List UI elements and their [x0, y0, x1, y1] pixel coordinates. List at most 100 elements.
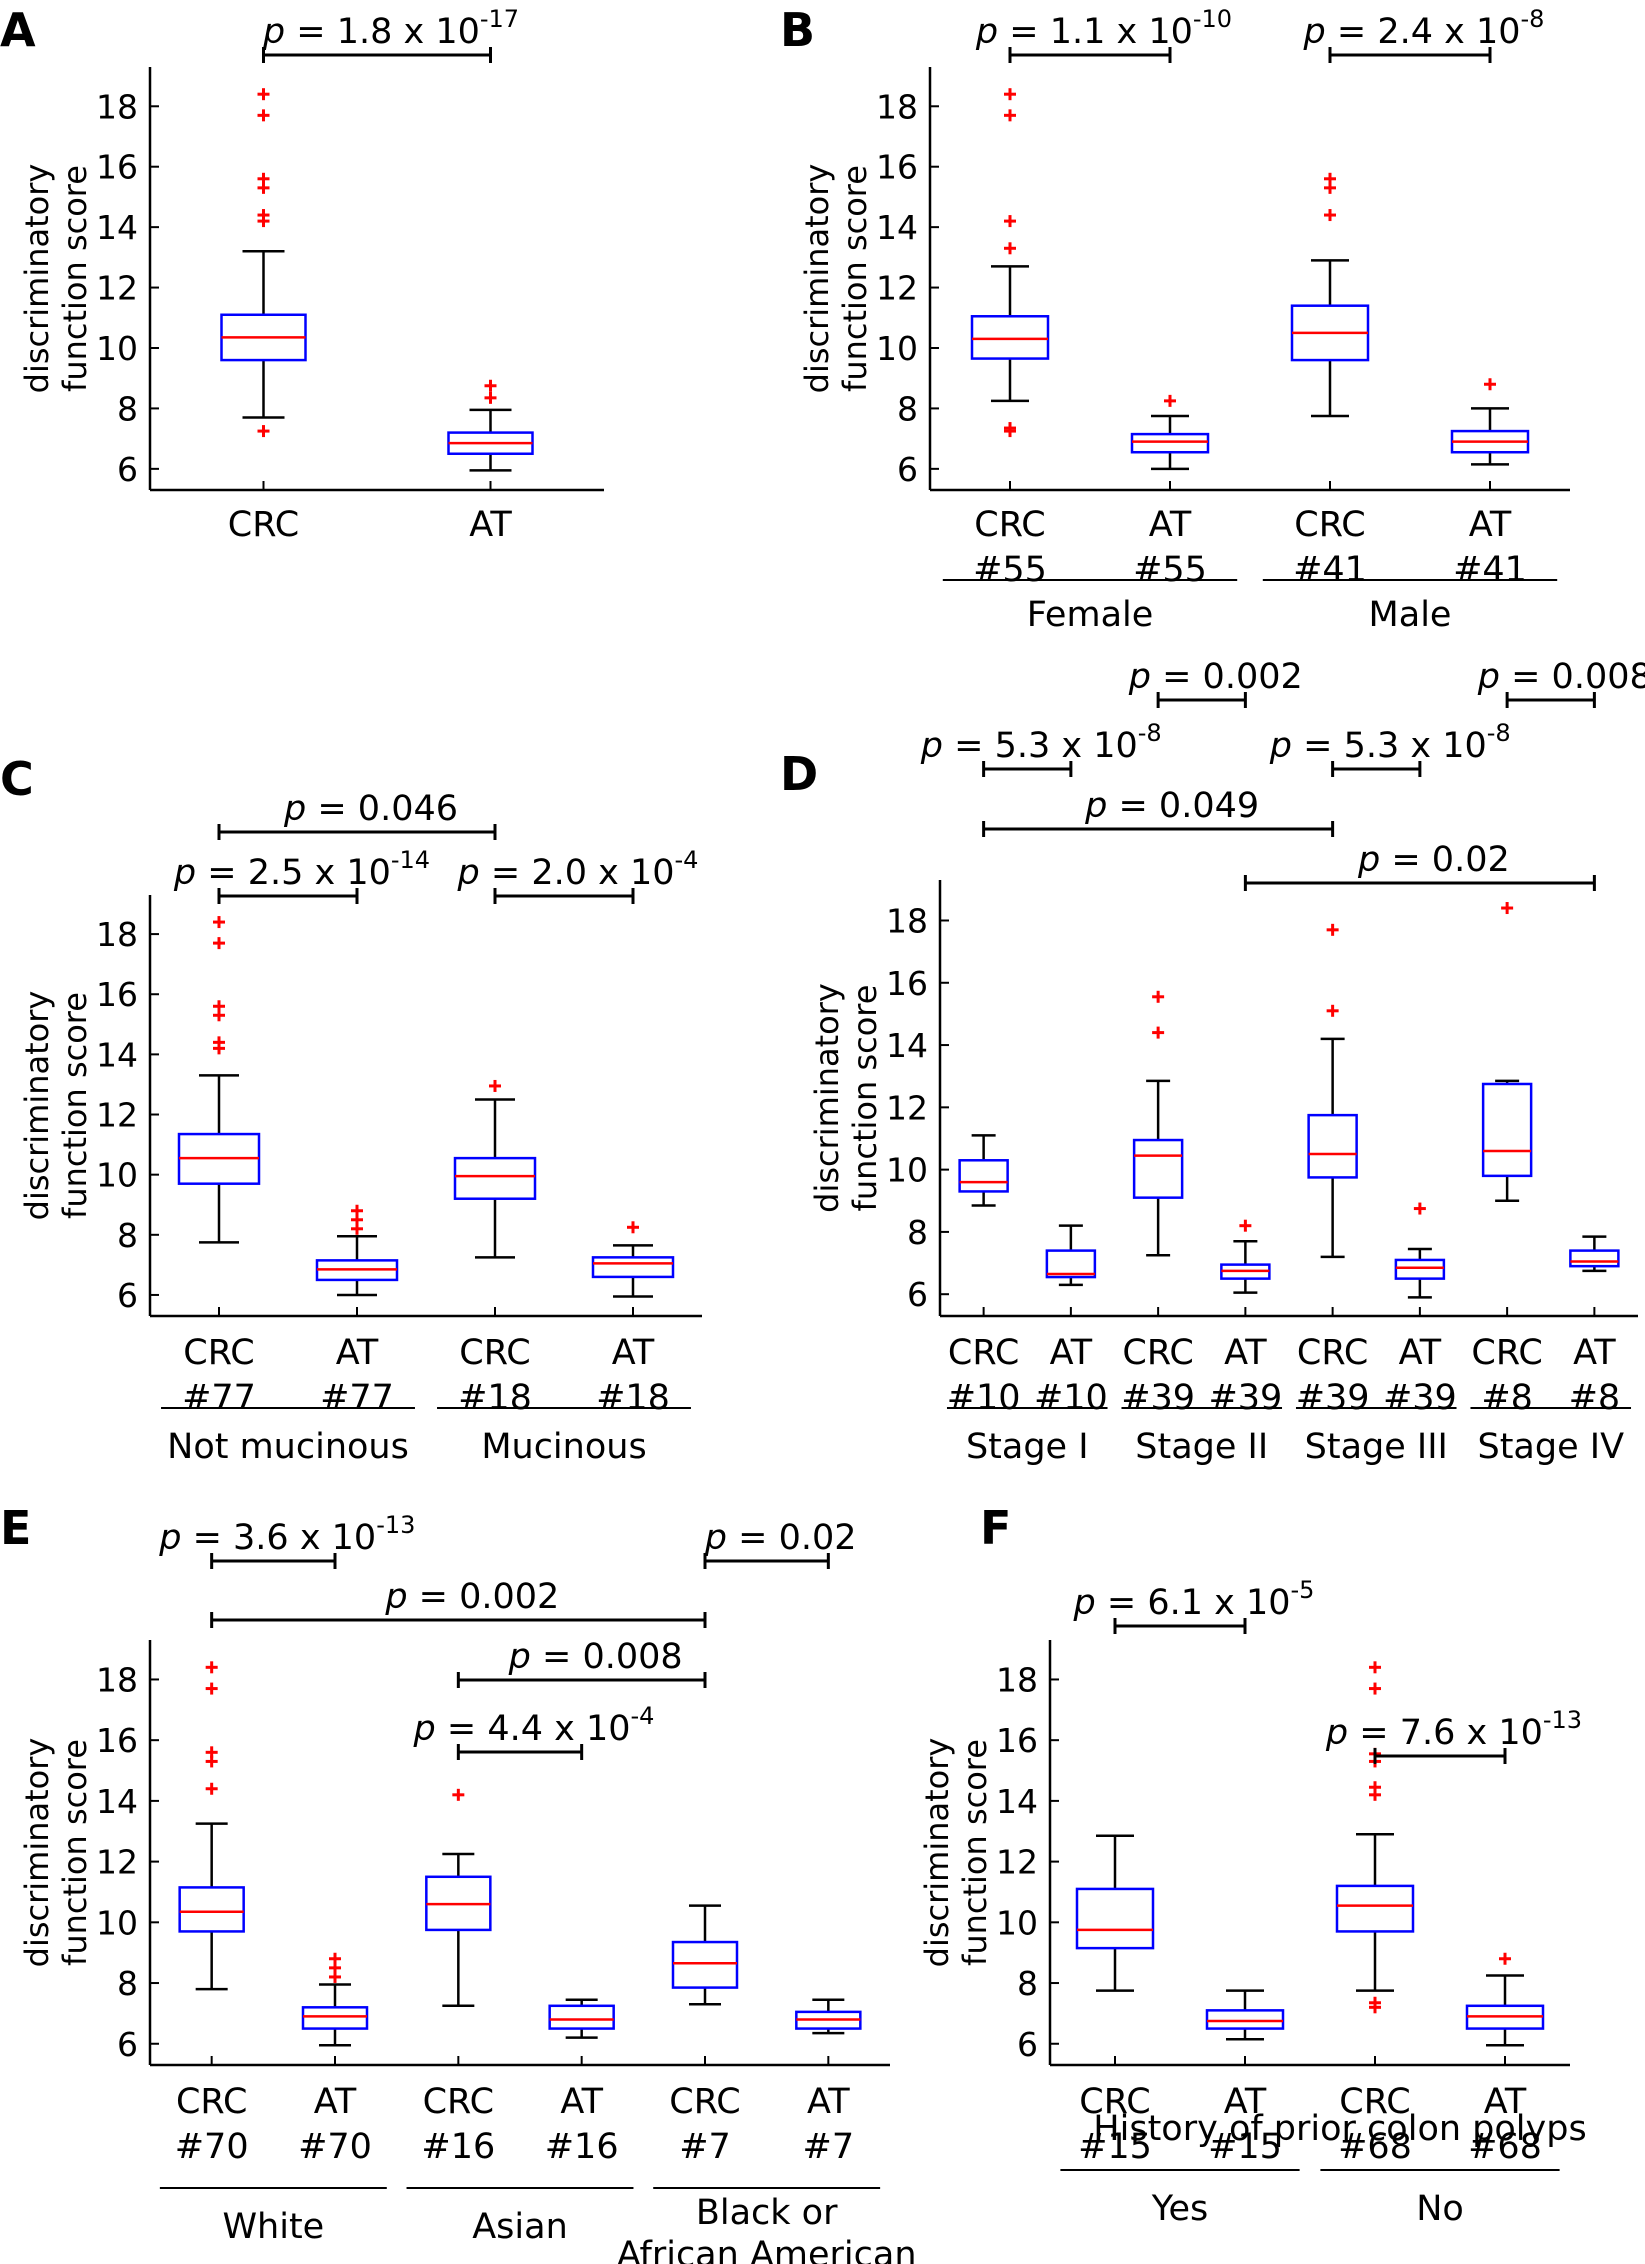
outlier-marker: [1326, 923, 1339, 936]
box-crc-39: [1307, 923, 1358, 1316]
pvalue-label: p = 6.1 x 10-5: [1073, 1576, 1315, 1623]
y-tick-label: 12: [96, 269, 138, 308]
outlier-marker: [213, 1000, 225, 1013]
box-at-55: [1130, 394, 1210, 490]
y-tick-label: 8: [897, 389, 918, 428]
panel-C: C 6 8 10 12 14 16 18 discriminatory function scor…: [0, 752, 702, 1467]
y-tick-label: 10: [96, 1156, 138, 1195]
box-crc-10: [958, 1134, 1009, 1316]
y-axis-label: discriminatory: [18, 164, 56, 394]
box-at-16: [548, 1998, 615, 2065]
outlier-marker: [257, 88, 270, 101]
category-count-label: #68: [1468, 2127, 1542, 2167]
panel-letter-E: E: [0, 1501, 31, 1555]
category-label: AT: [1149, 505, 1192, 545]
outlier-marker: [1369, 1682, 1381, 1695]
iqr-box: [671, 1940, 739, 1989]
y-tick-label: 18: [96, 915, 138, 954]
box-at-18: [591, 1221, 675, 1316]
iqr-box: [1481, 1082, 1533, 1178]
box-crc-55: [970, 88, 1050, 490]
category-label: CRC: [1122, 1333, 1193, 1373]
category-label: AT: [1224, 1333, 1267, 1373]
pvalue-label: p = 0.002: [384, 1577, 559, 1617]
y-axis-label: function score: [846, 985, 884, 1212]
pvalue-label: p = 4.4 x 10-4: [413, 1702, 655, 1749]
iqr-box: [1205, 2009, 1285, 2030]
category-count-label: #39: [1383, 1378, 1457, 1418]
iqr-box: [301, 2006, 369, 2030]
pvalue-bracket: p = 1.8 x 10-17: [262, 5, 519, 63]
category-count-label: #10: [947, 1378, 1021, 1418]
pvalue-label: p = 0.008: [508, 1637, 683, 1677]
category-label: AT: [612, 1333, 655, 1373]
pvalue-bracket: p = 0.02: [703, 1518, 857, 1569]
y-tick-label: 6: [1017, 2025, 1038, 2064]
box-crc-41: [1290, 172, 1370, 490]
category-count-label: #77: [320, 1378, 394, 1418]
outlier-marker: [452, 1788, 465, 1801]
category-label: AT: [469, 505, 512, 545]
outlier-marker: [1239, 1219, 1252, 1232]
outlier-marker: [205, 1682, 218, 1695]
outlier-marker: [1004, 422, 1016, 435]
pvalue-bracket: p = 0.002: [210, 1577, 707, 1628]
iqr-box: [1335, 1884, 1415, 1933]
category-label: CRC: [1471, 1333, 1542, 1373]
iqr-box: [453, 1156, 537, 1200]
category-count-label: #39: [1121, 1378, 1195, 1418]
iqr-box: [1130, 432, 1210, 454]
category-label: AT: [1050, 1333, 1093, 1373]
iqr-box: [1045, 1249, 1097, 1279]
category-label: AT: [807, 2082, 850, 2122]
y-axis-label: discriminatory: [798, 164, 836, 394]
iqr-box: [1132, 1138, 1184, 1199]
category-label: CRC: [228, 505, 299, 545]
y-tick-label: 14: [886, 1026, 928, 1065]
outlier-marker: [1152, 990, 1165, 1003]
box-crc: [220, 88, 307, 490]
supergroup-label: History of prior colon polyps: [1093, 2109, 1586, 2149]
panel-F: F 6 8 10 12 14 16 18 discriminatory function scor…: [918, 1501, 1587, 2229]
iqr-box: [970, 315, 1050, 360]
pvalue-bracket: p = 2.5 x 10-14: [173, 846, 430, 904]
category-label: CRC: [459, 1333, 530, 1373]
category-label: CRC: [974, 505, 1045, 545]
panel-D: D 6 8 10 12 14 16 18 discriminatory function scor…: [780, 657, 1645, 1467]
outlier-marker: [484, 379, 497, 392]
category-label: CRC: [948, 1333, 1019, 1373]
y-tick-label: 6: [907, 1275, 928, 1314]
y-tick-label: 12: [96, 1096, 138, 1135]
group-label: Stage IV: [1477, 1427, 1624, 1467]
group-label: Stage I: [966, 1427, 1089, 1467]
outlier-marker: [1164, 394, 1176, 407]
y-axis-label: function score: [836, 165, 874, 392]
category-label: CRC: [669, 2082, 740, 2122]
box-crc-16: [425, 1788, 492, 2065]
y-tick-label: 14: [876, 208, 918, 247]
outlier-marker: [257, 209, 270, 222]
y-tick-label: 8: [117, 1216, 138, 1255]
outlier-marker: [1369, 1781, 1381, 1794]
y-tick-label: 8: [1017, 1964, 1038, 2003]
box-at-39: [1394, 1202, 1446, 1316]
category-count-label: #10: [1034, 1378, 1108, 1418]
group-label: Black or: [696, 2193, 838, 2233]
panel-letter-F: F: [980, 1501, 1011, 1555]
iqr-box: [591, 1256, 675, 1279]
category-count-label: #8: [1569, 1378, 1621, 1418]
pvalue-bracket: p = 0.008: [1477, 657, 1645, 708]
box-crc-18: [453, 1079, 537, 1316]
outlier-marker: [1326, 1004, 1339, 1017]
pvalue-label: p = 0.002: [1128, 657, 1303, 697]
box-at-10: [1045, 1224, 1097, 1316]
box-at-39: [1220, 1219, 1271, 1316]
box-crc-39: [1132, 990, 1184, 1316]
pvalue-bracket: p = 5.3 x 10-8: [920, 719, 1162, 777]
outlier-marker: [1369, 1996, 1381, 2009]
category-count-label: #39: [1208, 1378, 1282, 1418]
y-tick-label: 16: [96, 1721, 138, 1760]
outlier-marker: [257, 109, 270, 122]
y-tick-label: 14: [96, 1035, 138, 1074]
pvalue-label: p = 5.3 x 10-8: [1269, 719, 1511, 766]
